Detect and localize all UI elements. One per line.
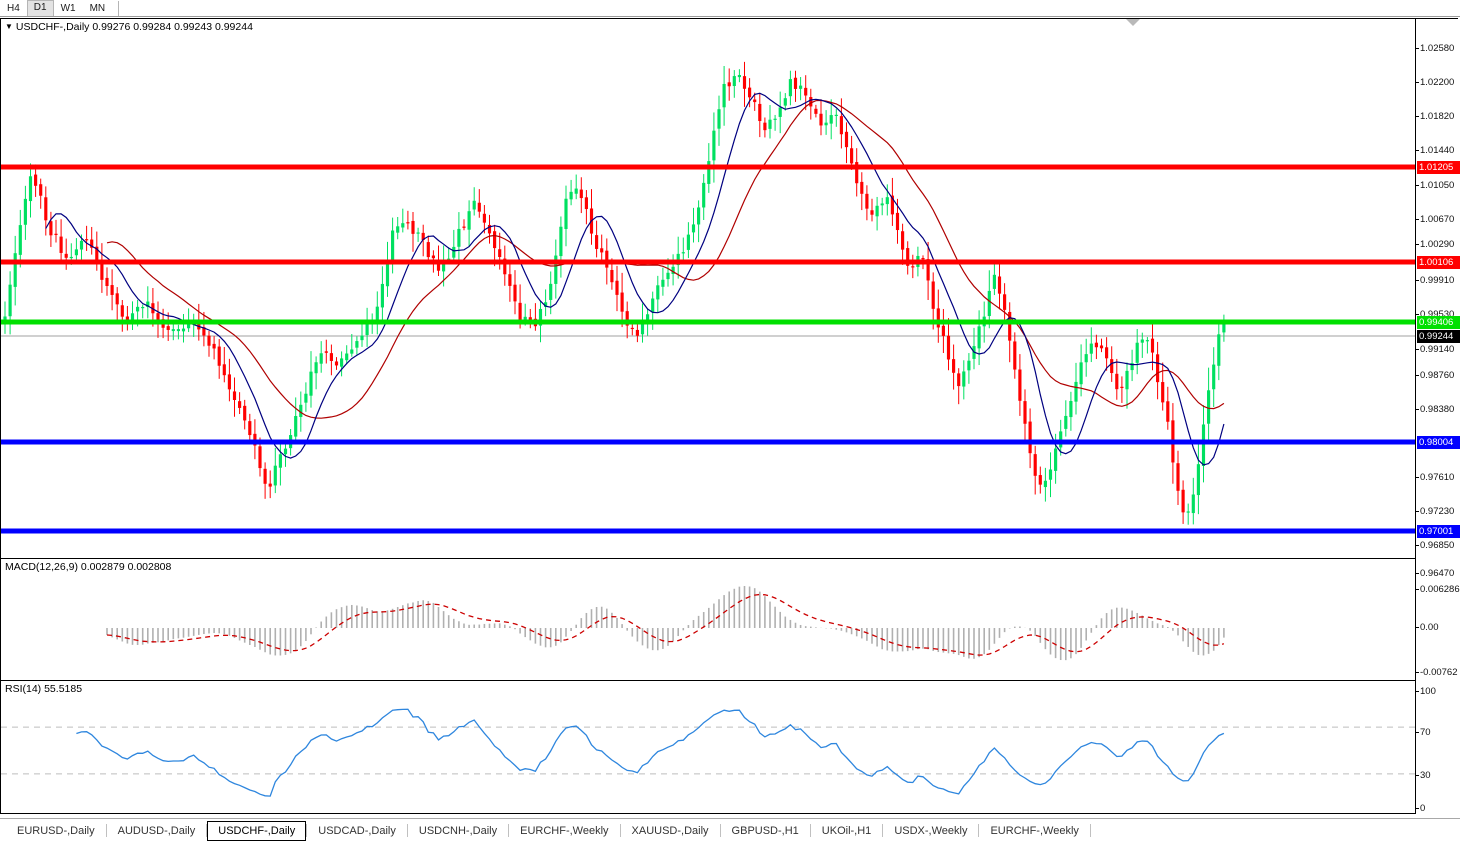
tick-label: 0.96850 [1420,540,1455,551]
symbol-tab-usdchfdaily[interactable]: USDCHF-,Daily [207,820,307,841]
timeframe-h4[interactable]: H4 [7,2,20,14]
tick-label: 0 [1420,803,1426,814]
timeframe-mn[interactable]: MN [89,2,106,14]
symbol-tab-eurchfweekly[interactable]: EURCHF-,Weekly [520,824,609,837]
tick-mark [1416,375,1419,376]
tab-divider [508,824,510,837]
tab-divider [619,824,621,837]
tick-mark [1416,589,1419,590]
price-tag-1.01205[interactable]: 1.01205 [1417,161,1460,174]
tick-label: 0.98760 [1420,370,1455,381]
price-tag-0.98004[interactable]: 0.98004 [1417,436,1460,449]
symbol-tab-xauusddaily[interactable]: XAUUSD-,Daily [631,824,709,837]
timeframe-toolbar: H4 D1 W1 MN [0,0,1460,17]
moving-average-slow [106,99,1225,419]
tick-label: 0.99140 [1420,344,1455,355]
price-pane[interactable]: ▼ USDCHF-,Daily 0.99276 0.99284 0.99243 0… [1,19,1415,559]
tick-label: 0.96470 [1420,568,1455,579]
tick-mark [1416,150,1419,151]
symbol-tab-ukoilh1[interactable]: UKOil-,H1 [821,824,872,837]
tab-divider [206,824,208,837]
tick-label: 0.99530 [1420,309,1455,320]
price-scale[interactable]: 1.02580 1.02200 1.01820 1.01440 1.01050 1.006… [1415,19,1460,814]
tick-label: 0.006286 [1420,584,1460,595]
tick-mark [1416,775,1419,776]
tab-divider [882,824,884,837]
tick-mark [1416,185,1419,186]
tick-label: 1.00290 [1420,239,1455,250]
macd-signal-line [106,593,1225,656]
tab-divider [978,824,980,837]
tick-label: 30 [1420,770,1431,781]
macd-histogram [106,586,1225,661]
chevron-down-icon[interactable] [1126,19,1140,26]
tick-label: 0.97230 [1420,506,1455,517]
tick-label: 1.01050 [1420,180,1455,191]
tab-divider [1089,824,1091,837]
tick-label: 1.02200 [1420,77,1455,88]
tab-divider [406,824,408,837]
tick-label: 1.01440 [1420,145,1455,156]
rsi-pane-label: RSI(14) 55.5185 [5,683,83,695]
triangle-icon: ▼ [5,22,13,31]
tick-mark [1416,116,1419,117]
tick-mark [1416,82,1419,83]
symbol-tab-eurusddaily[interactable]: EURUSD-,Daily [17,824,95,837]
toolbar-divider [118,0,120,16]
tab-divider [719,824,721,837]
tick-label: 100 [1420,686,1436,697]
tick-mark [1416,627,1419,628]
chart-area[interactable]: ▼ USDCHF-,Daily 0.99276 0.99284 0.99243 0… [0,18,1460,829]
tick-mark [1416,409,1419,410]
tick-mark [1416,314,1419,315]
tick-label: 0.97610 [1420,472,1455,483]
tick-label: 0.98380 [1420,404,1455,415]
tick-label: 1.02580 [1420,43,1455,54]
tick-label: 1.01820 [1420,111,1455,122]
timeframe-d1[interactable]: D1 [26,0,54,16]
tick-mark [1416,349,1419,350]
tick-label: 1.00670 [1420,214,1455,225]
tick-mark [1416,732,1419,733]
macd-pane-label: MACD(12,26,9) 0.002879 0.002808 [5,561,172,573]
tick-mark [1416,545,1419,546]
price-tag-0.99244[interactable]: 0.99244 [1417,330,1460,343]
tick-mark [1416,691,1419,692]
rsi-pane[interactable]: RSI(14) 55.5185 [1,681,1415,803]
tick-mark [1416,48,1419,49]
tab-divider [105,824,107,837]
timeframe-w1[interactable]: W1 [60,2,76,14]
symbol-tab-audusddaily[interactable]: AUDUSD-,Daily [117,824,196,837]
symbol-tab-eurchfweekly[interactable]: EURCHF-,Weekly [990,824,1079,837]
symbol-tab-usdxweekly[interactable]: USDX-,Weekly [894,824,968,837]
price-pane-title: USDCHF-,Daily 0.99276 0.99284 0.99243 0.… [15,21,253,33]
price-tag-0.99406[interactable]: 0.99406 [1417,316,1460,329]
tick-mark [1416,511,1419,512]
symbol-tabbar: EURUSD-,Daily AUDUSD-,Daily USDCHF-,Daily U… [0,818,1460,842]
tick-mark [1416,280,1419,281]
tick-mark [1416,672,1419,673]
tick-label: -0.00762 [1420,667,1458,678]
tick-label: 0.99910 [1420,275,1455,286]
price-pane-label: ▼ USDCHF-,Daily 0.99276 0.99284 0.99243 0… [5,21,253,33]
rsi-line [76,708,1225,797]
price-tag-1.00106[interactable]: 1.00106 [1417,256,1460,269]
tick-mark [1416,808,1419,809]
symbol-tab-usdcnhdaily[interactable]: USDCNH-,Daily [418,824,498,837]
tick-mark [1416,244,1419,245]
tab-divider [306,824,308,837]
symbol-tab-gbpusdh1[interactable]: GBPUSD-,H1 [731,824,799,837]
candlestick-series [3,61,1226,525]
symbol-tab-usdcaddaily[interactable]: USDCAD-,Daily [318,824,396,837]
price-tag-0.97001[interactable]: 0.97001 [1417,525,1460,538]
tab-divider [809,824,811,837]
macd-pane[interactable]: MACD(12,26,9) 0.002879 0.002808 [1,559,1415,681]
tick-label: 70 [1420,727,1431,738]
moving-average-fast [45,92,1225,466]
tick-mark [1416,219,1419,220]
tick-mark [1416,477,1419,478]
tick-mark [1416,573,1419,574]
tick-label: 0.00 [1420,622,1439,633]
